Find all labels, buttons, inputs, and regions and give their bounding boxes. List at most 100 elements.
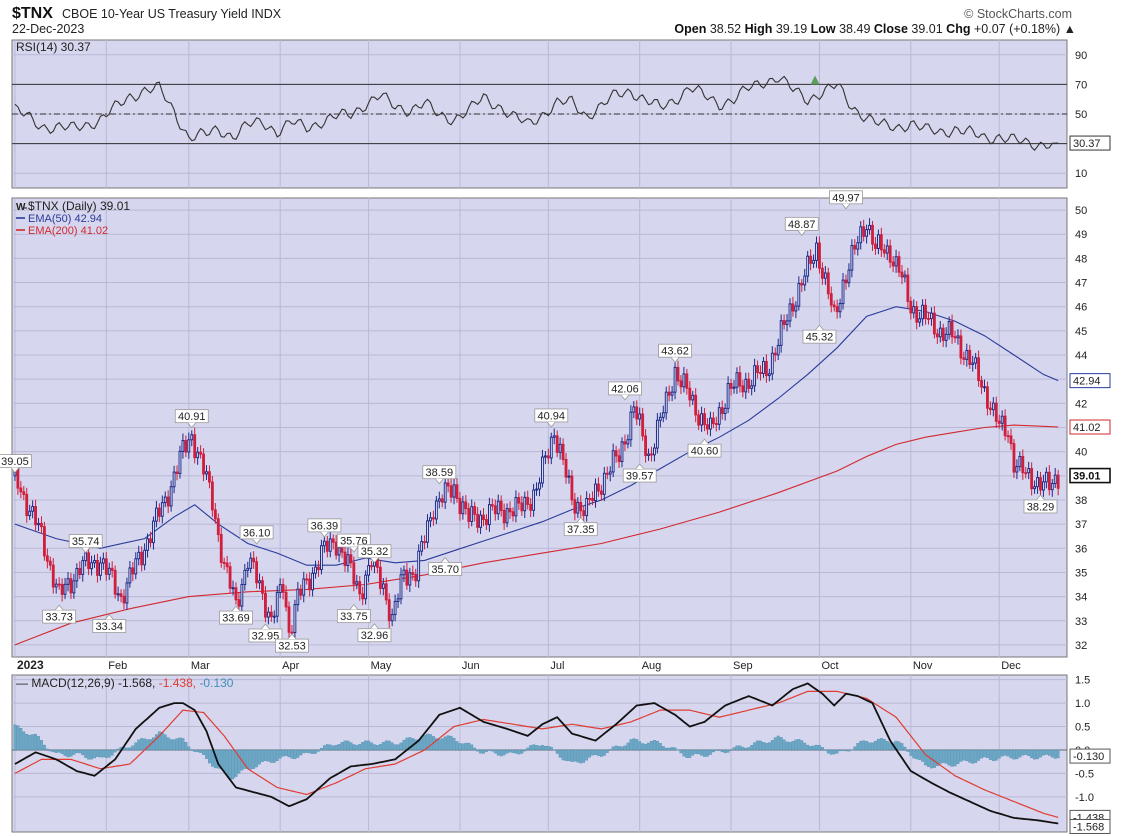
candle-body (614, 450, 618, 457)
histogram-bar (529, 745, 533, 751)
histogram-bar (166, 737, 170, 751)
histogram-bar (853, 746, 857, 751)
histogram-bar (449, 735, 453, 751)
histogram-bar (971, 749, 975, 764)
histogram-bar (499, 749, 503, 757)
candle-body (523, 496, 527, 512)
histogram-bar (555, 749, 559, 754)
histogram-bar (629, 739, 633, 751)
histogram-bar (582, 749, 586, 763)
candle-body (90, 562, 93, 570)
histogram-bar (965, 749, 969, 762)
candle-body (1039, 477, 1042, 491)
candle-body (429, 517, 432, 522)
histogram-bar (673, 747, 677, 751)
candle-body (476, 513, 480, 528)
candle-body (370, 565, 373, 568)
histogram-bar (732, 747, 736, 751)
price-annotation: 48.87 (784, 216, 819, 237)
candle-body (950, 321, 954, 338)
candle-body (1027, 468, 1031, 474)
histogram-bar (1009, 749, 1013, 759)
histogram-bar (570, 749, 574, 762)
candle-body (856, 242, 860, 250)
histogram-bar (653, 740, 656, 751)
candle-body (349, 554, 353, 564)
histogram-bar (767, 742, 771, 751)
histogram-bar (605, 749, 609, 753)
candle-body (667, 391, 671, 396)
candle-body (470, 506, 474, 522)
rsi-last-value-label: 30.37 (1073, 138, 1101, 150)
annotation-pointer (546, 421, 556, 428)
candle-body (658, 416, 662, 421)
histogram-bar (794, 739, 798, 751)
candle-body (570, 475, 574, 501)
price-legend-label: $TNX (Daily) 39.01 (28, 199, 130, 213)
ema50-line (14, 306, 1059, 566)
candle-body (685, 373, 689, 389)
candle-body (994, 402, 998, 422)
price-annotation: 35.70 (428, 556, 463, 576)
candle-body (850, 244, 854, 271)
histogram-bar (266, 749, 270, 762)
histogram-bar (293, 749, 297, 760)
histogram-bar (1012, 749, 1016, 760)
histogram-bar (694, 749, 698, 754)
annotation-label: 35.32 (361, 546, 389, 558)
histogram-bar (48, 749, 52, 752)
candle-body (202, 453, 205, 475)
histogram-bar (37, 736, 40, 751)
histogram-bar (461, 743, 465, 751)
histogram-bar (346, 740, 350, 751)
histogram-bar (670, 747, 674, 751)
histogram-bar (479, 749, 482, 754)
histogram-bar (364, 740, 368, 751)
candle-body (726, 383, 730, 409)
candle-body (414, 573, 418, 582)
candle-body (143, 549, 147, 566)
histogram-bar (66, 749, 70, 758)
price-annotation: 33.75 (336, 604, 371, 623)
annotation-label: 40.60 (691, 446, 719, 458)
histogram-bar (644, 743, 647, 751)
candle-body (1056, 474, 1060, 489)
histogram-bar (835, 749, 839, 754)
histogram-bar (87, 749, 91, 760)
histogram-bar (205, 749, 208, 759)
histogram-bar (355, 745, 359, 751)
candle-body (803, 275, 807, 286)
candle-body (1015, 466, 1019, 473)
candle-body (826, 272, 830, 295)
candle-body (785, 320, 789, 325)
histogram-bar (691, 749, 695, 756)
annotation-label: 36.10 (243, 527, 271, 539)
candle-body (794, 305, 798, 312)
price-annotation: 45.32 (802, 324, 837, 344)
annotation-pointer (700, 438, 709, 445)
candle-body (664, 391, 668, 414)
histogram-bar (773, 737, 777, 751)
histogram-bar (231, 749, 235, 780)
histogram-bar (22, 731, 26, 751)
rsi-last-value-box (1069, 135, 1111, 151)
candle-body (882, 249, 886, 254)
histogram-bar (69, 749, 73, 757)
histogram-bar (809, 746, 813, 751)
candle-body (756, 365, 759, 374)
histogram-bar (308, 749, 312, 754)
annotation-pointer (187, 422, 197, 429)
histogram-bar (924, 749, 927, 766)
candle-body (293, 604, 297, 634)
candle-body (650, 453, 653, 456)
histogram-bar (815, 744, 818, 751)
histogram-bar (408, 737, 412, 751)
candle-body (181, 440, 185, 452)
histogram-bar (1018, 749, 1022, 758)
candle-body (602, 472, 606, 495)
candle-body (599, 490, 603, 495)
candle-body (243, 569, 247, 586)
candle-body (308, 578, 312, 591)
histogram-bar (703, 749, 706, 757)
candle-body (493, 505, 497, 515)
